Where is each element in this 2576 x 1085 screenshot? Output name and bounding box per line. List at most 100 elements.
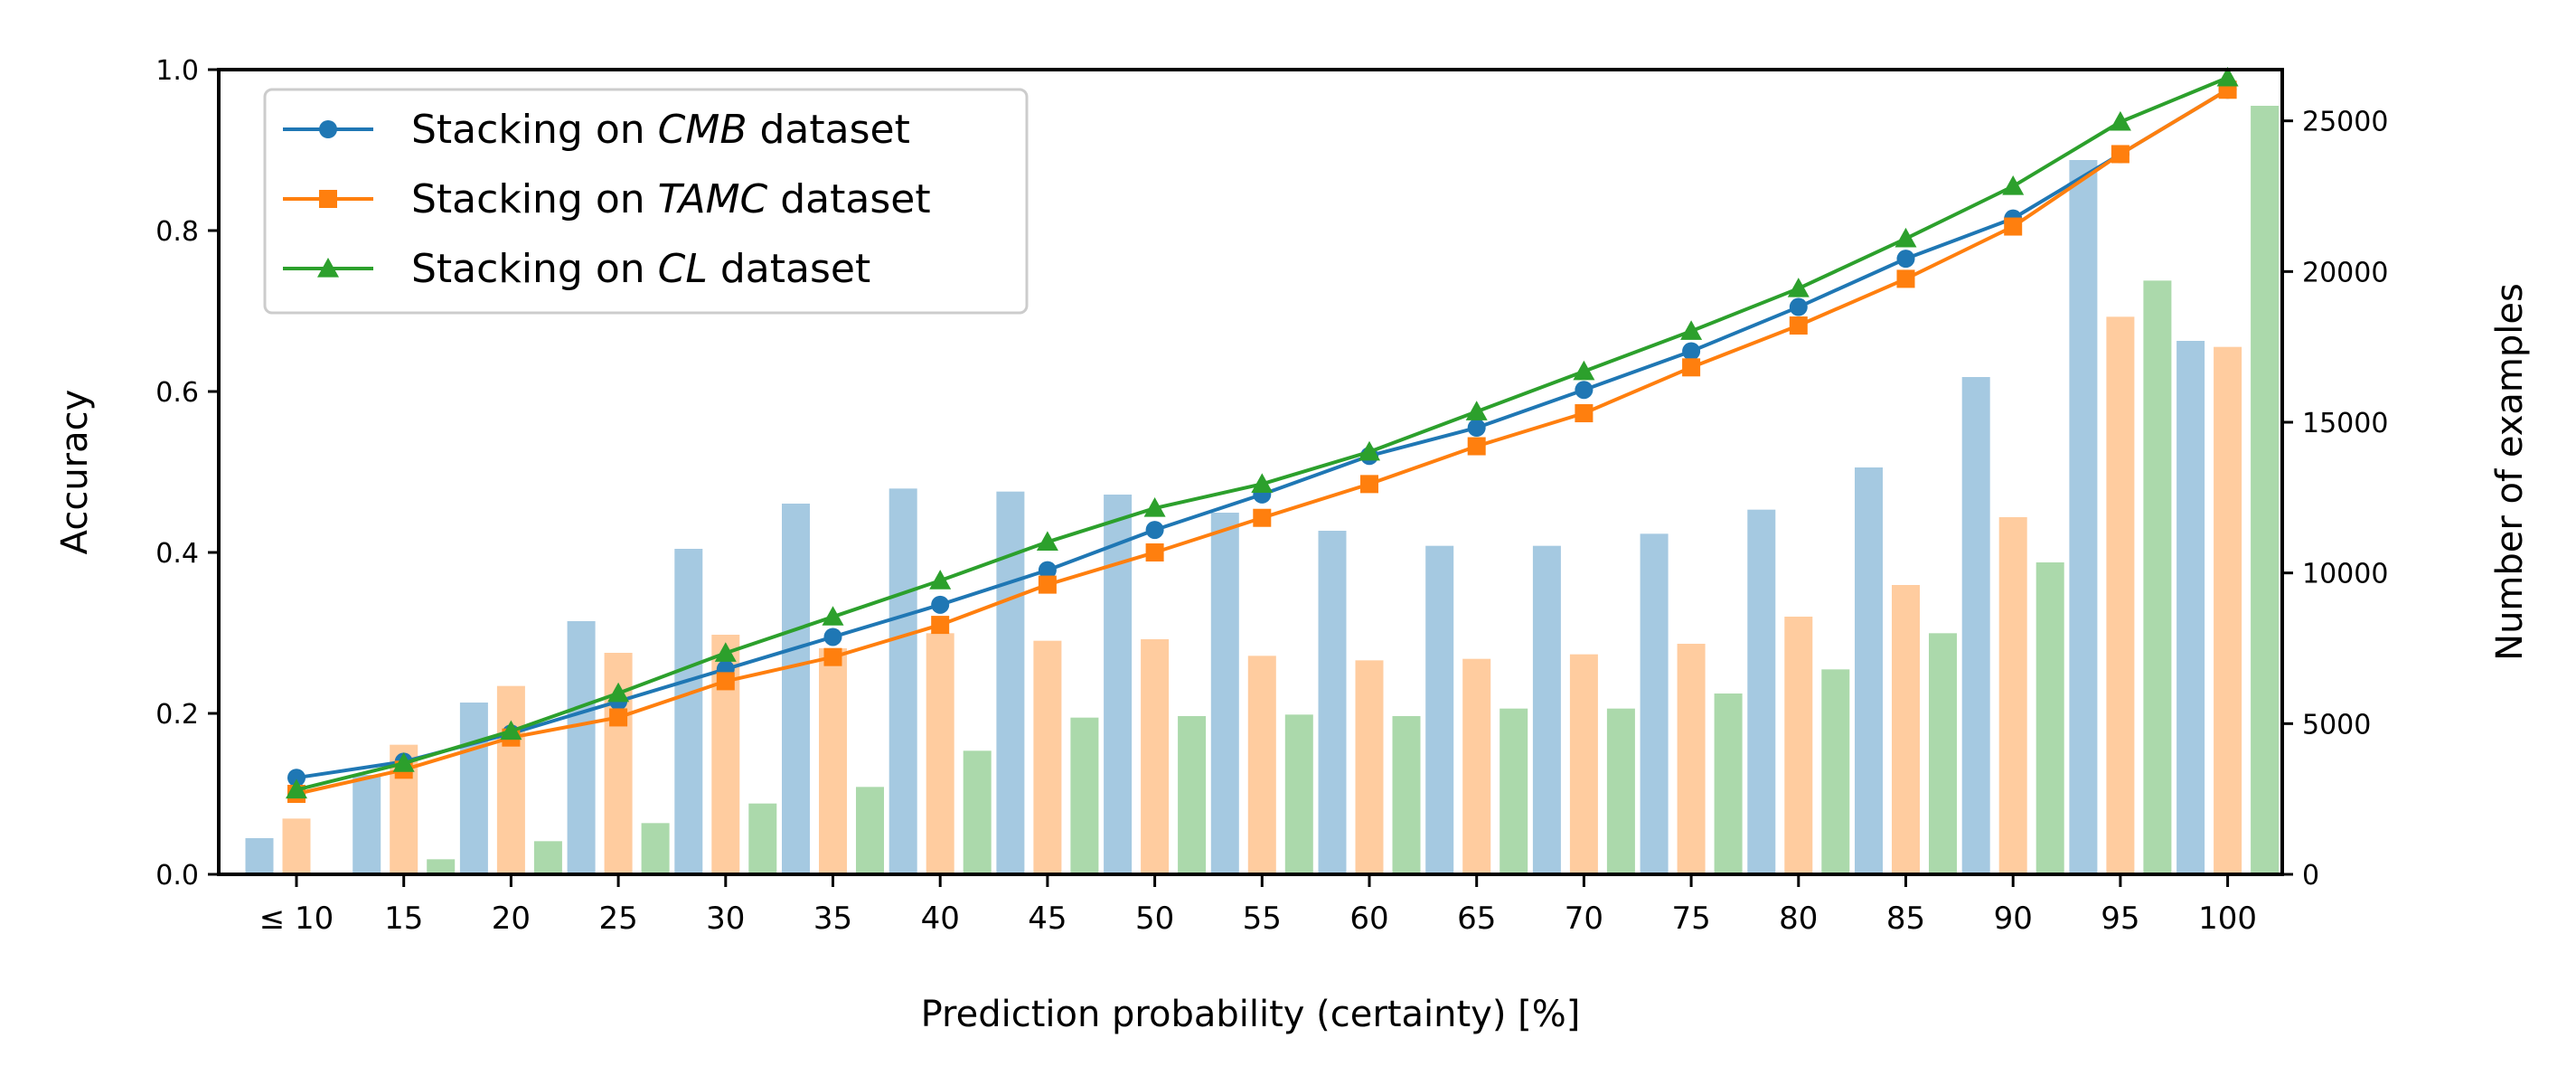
x-tick-label: 30 <box>706 901 745 937</box>
point-tamc-15 <box>1896 269 1915 288</box>
right-tick-label: 20000 <box>2302 257 2388 288</box>
point-cmb-12 <box>1575 381 1594 400</box>
x-tick-label: 70 <box>1565 901 1603 937</box>
bar-cl-5 <box>856 787 884 874</box>
point-cl-12 <box>1573 360 1595 381</box>
bar-cl-2 <box>533 841 562 874</box>
point-cmb-5 <box>823 627 842 646</box>
point-cl-17 <box>2109 110 2131 131</box>
bar-cmb-12 <box>1532 545 1561 874</box>
point-tamc-10 <box>1360 475 1378 494</box>
bar-cmb-1 <box>353 775 381 874</box>
bar-cl-11 <box>1500 708 1528 874</box>
legend-marker-cmb <box>319 120 337 138</box>
point-cl-10 <box>1359 440 1380 461</box>
bar-tamc-9 <box>1247 656 1276 874</box>
x-tick-label: 85 <box>1886 901 1925 937</box>
bar-tamc-13 <box>1677 644 1706 874</box>
bar-cl-17 <box>2143 280 2172 874</box>
bar-cmb-2 <box>459 703 488 874</box>
bar-tamc-2 <box>496 685 525 874</box>
right-tick-label: 5000 <box>2302 709 2371 741</box>
point-tamc-3 <box>609 708 628 727</box>
x-tick-label: 60 <box>1349 901 1388 937</box>
legend-label-tamc: Stacking on TAMC dataset <box>411 176 931 222</box>
x-tick-label: 100 <box>2198 901 2257 937</box>
x-tick-label: 40 <box>921 901 960 937</box>
bar-tamc-10 <box>1355 660 1384 874</box>
bar-cl-12 <box>1606 708 1635 874</box>
point-tamc-5 <box>823 647 842 666</box>
left-axis: 0.0 0.2 0.4 0.6 0.8 1.0 <box>155 55 219 892</box>
x-tick-label: 20 <box>492 901 531 937</box>
bar-cl-9 <box>1284 714 1313 874</box>
bar-tamc-16 <box>1998 517 2027 874</box>
point-cmb-15 <box>1896 250 1915 269</box>
legend-label-cmb: Stacking on CMB dataset <box>411 107 910 153</box>
legend-box <box>263 88 1029 315</box>
right-tick-label: 25000 <box>2302 107 2388 138</box>
point-tamc-16 <box>2004 217 2023 236</box>
left-tick-label: 0.8 <box>155 216 199 248</box>
bar-cl-13 <box>1714 693 1743 874</box>
bar-cl-15 <box>1929 633 1957 874</box>
left-tick-label: 0.6 <box>155 377 199 409</box>
bar-cmb-16 <box>1961 377 1990 874</box>
point-cl-9 <box>1251 473 1274 493</box>
bar-tamc-15 <box>1892 585 1920 874</box>
point-cmb-13 <box>1682 342 1701 361</box>
bar-tamc-17 <box>2106 316 2135 874</box>
bar-cmb-17 <box>2069 160 2098 874</box>
x-tick-label: 55 <box>1243 901 1282 937</box>
left-tick-label: 0.4 <box>155 538 199 570</box>
x-tick-label: 50 <box>1135 901 1174 937</box>
point-cmb-0 <box>287 769 306 788</box>
right-axis: 0 5000 10000 15000 20000 25000 <box>2282 107 2388 892</box>
point-tamc-6 <box>931 616 950 635</box>
bar-cl-3 <box>641 823 670 874</box>
left-tick-label: 0.0 <box>155 860 199 892</box>
x-tick-label: 25 <box>598 901 637 937</box>
bar-cmb-18 <box>2176 341 2205 874</box>
x-tick-label: 75 <box>1671 901 1710 937</box>
bar-cmb-4 <box>674 549 703 874</box>
point-tamc-14 <box>1789 316 1808 335</box>
bar-cl-7 <box>1070 717 1099 874</box>
x-tick-label: 65 <box>1457 901 1496 937</box>
legend-label-cl: Stacking on CL dataset <box>411 246 870 292</box>
x-axis-title: Prediction probability (certainty) [%] <box>921 994 1581 1035</box>
bar-cmb-8 <box>1104 495 1133 874</box>
bar-cl-18 <box>2251 106 2280 874</box>
point-tamc-13 <box>1682 358 1701 377</box>
x-tick-label: 90 <box>1994 901 2033 937</box>
point-cmb-8 <box>1145 521 1164 540</box>
bar-tamc-7 <box>1033 640 1062 874</box>
bar-tamc-5 <box>819 648 847 874</box>
bar-cmb-3 <box>567 621 596 874</box>
point-cmb-7 <box>1038 561 1057 580</box>
left-tick-label: 1.0 <box>155 55 199 87</box>
bar-cmb-15 <box>1855 467 1883 874</box>
point-cl-16 <box>2002 175 2025 195</box>
right-tick-label: 15000 <box>2302 408 2388 439</box>
bar-cmb-13 <box>1640 533 1669 874</box>
y-axis-title-right: Number of examples <box>2489 283 2531 661</box>
line-layer <box>286 66 2239 803</box>
point-cl-0 <box>286 778 307 799</box>
point-tamc-12 <box>1575 404 1594 423</box>
bar-cl-10 <box>1392 716 1421 874</box>
bar-layer <box>245 106 2280 875</box>
legend-marker-cl <box>317 258 339 278</box>
bar-tamc-6 <box>926 633 954 874</box>
point-cl-4 <box>714 642 737 662</box>
point-cl-2 <box>500 720 522 741</box>
point-cmb-6 <box>931 595 950 614</box>
point-cl-6 <box>929 570 952 590</box>
point-cl-3 <box>607 682 630 703</box>
x-axis: ≤ 10 15 20 25 30 35 40 45 50 55 60 65 70 75 80 85 90 95 10… <box>259 874 2257 937</box>
left-tick-label: 0.2 <box>155 699 199 731</box>
bar-cmb-7 <box>996 491 1025 874</box>
x-tick-label: 15 <box>384 901 423 937</box>
bar-cmb-9 <box>1210 513 1239 874</box>
